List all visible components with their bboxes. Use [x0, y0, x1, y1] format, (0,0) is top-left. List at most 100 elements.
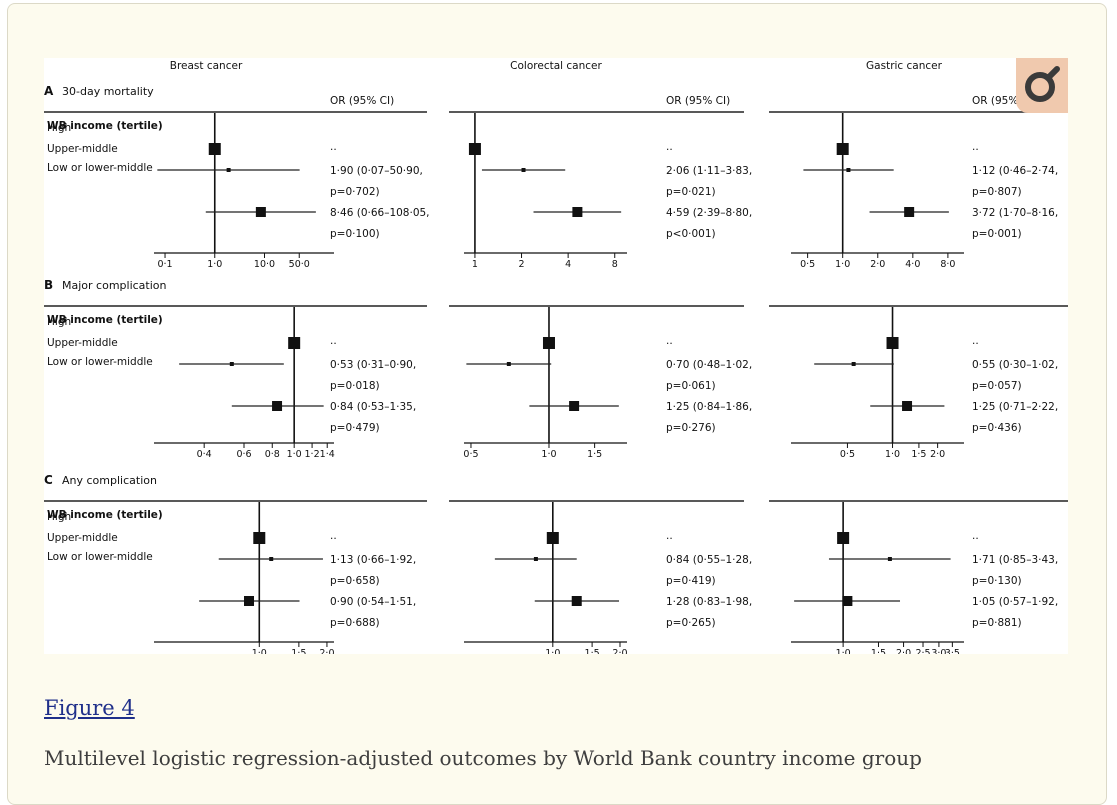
group-header: WB income (tertile): [47, 509, 163, 521]
p-value-label: p=0·658): [330, 575, 380, 587]
x-tick-label: 0·5: [800, 259, 815, 270]
or-marker: [255, 207, 266, 217]
section-letter: B: [44, 278, 53, 292]
or-ci-label: 0·55 (0·30–1·02,: [972, 359, 1058, 371]
row-label: Low or lower-middle: [47, 356, 153, 368]
row-label: Upper-middle: [47, 143, 118, 155]
or-ci-label: ··: [330, 144, 337, 156]
or-marker: [837, 532, 850, 544]
x-tick-label: 1·5: [871, 648, 886, 654]
p-value-label: p=0·130): [972, 575, 1022, 587]
or-ci-header: OR (95% CI): [666, 95, 730, 107]
or-ci-label: 4·59 (2·39–8·80,: [666, 207, 752, 219]
p-value-label: p=0·436): [972, 422, 1022, 434]
or-marker: [546, 532, 559, 544]
x-tick-label: 3·0: [931, 648, 946, 654]
p-value-label: p=0·100): [330, 228, 380, 240]
or-marker: [842, 596, 853, 606]
section-title: Major complication: [62, 279, 167, 292]
row-label: High: [47, 511, 71, 523]
x-tick-label: 50·0: [289, 259, 310, 270]
group-header: WB income (tertile): [47, 314, 163, 326]
p-value-label: p=0·061): [666, 380, 716, 392]
or-ci-label: 1·25 (0·71–2·22,: [972, 401, 1058, 413]
or-marker: [288, 337, 301, 349]
or-ci-label: 0·84 (0·53–1·35,: [330, 401, 416, 413]
or-marker: [569, 401, 580, 411]
section-letter: A: [44, 84, 54, 98]
p-value-label: p=0·018): [330, 380, 380, 392]
x-tick-label: 2·0: [870, 259, 885, 270]
x-tick-label: 1·5: [587, 449, 602, 460]
or-ci-label: ··: [972, 338, 979, 350]
or-marker: [902, 401, 913, 411]
x-tick-label: 1·0: [252, 648, 267, 654]
or-marker: [887, 557, 892, 561]
or-marker: [208, 143, 221, 155]
p-value-label: p=0·807): [972, 186, 1022, 198]
or-marker: [836, 143, 849, 155]
or-ci-label: 1·05 (0·57–1·92,: [972, 596, 1058, 608]
column-header: Breast cancer: [170, 60, 243, 72]
x-tick-label: 2·5: [915, 648, 930, 654]
figure-link[interactable]: Figure 4: [44, 696, 135, 720]
or-ci-label: ··: [666, 338, 673, 350]
x-tick-label: 1·2: [305, 449, 320, 460]
or-ci-label: 1·12 (0·46–2·74,: [972, 165, 1058, 177]
p-value-label: p=0·881): [972, 617, 1022, 629]
x-tick-label: 1·5: [585, 648, 600, 654]
row-label: High: [47, 316, 71, 328]
or-ci-header: OR (95% CI): [330, 95, 394, 107]
or-ci-label: 2·06 (1·11–3·83,: [666, 165, 752, 177]
or-marker: [506, 362, 511, 366]
x-tick-label: 10·0: [254, 259, 275, 270]
or-marker: [468, 143, 481, 155]
p-value-label: p=0·021): [666, 186, 716, 198]
or-ci-label: 0·84 (0·55–1·28,: [666, 554, 752, 566]
or-marker: [521, 168, 526, 172]
or-marker: [269, 557, 274, 561]
or-ci-label: 1·13 (0·66–1·92,: [330, 554, 416, 566]
or-ci-label: ··: [666, 144, 673, 156]
magnifier-icon[interactable]: [1016, 58, 1068, 113]
or-ci-label: 0·90 (0·54–1·51,: [330, 596, 416, 608]
or-ci-label: 8·46 (0·66–108·05,: [330, 207, 430, 219]
x-tick-label: 4: [565, 259, 571, 270]
or-ci-label: 0·70 (0·48–1·02,: [666, 359, 752, 371]
or-marker: [571, 596, 582, 606]
or-marker: [572, 207, 583, 217]
or-marker: [886, 337, 899, 349]
or-ci-label: ··: [972, 144, 979, 156]
x-tick-label: 1·0: [541, 449, 556, 460]
x-tick-label: 3·5: [945, 648, 960, 654]
x-tick-label: 1·5: [911, 449, 926, 460]
p-value-label: p=0·276): [666, 422, 716, 434]
p-value-label: p=0·702): [330, 186, 380, 198]
x-tick-label: 2·0: [896, 648, 911, 654]
or-marker: [244, 596, 255, 606]
p-value-label: p<0·001): [666, 228, 716, 240]
x-tick-label: 8·0: [940, 259, 955, 270]
x-tick-label: 0·8: [265, 449, 280, 460]
or-marker: [846, 168, 851, 172]
or-ci-label: 1·28 (0·83–1·98,: [666, 596, 752, 608]
or-marker: [226, 168, 231, 172]
forest-plot-svg: Breast cancer Colorectal cancer Gastric ca…: [44, 60, 1068, 654]
column-header: Colorectal cancer: [510, 60, 602, 72]
or-ci-label: ··: [972, 533, 979, 545]
or-marker: [542, 337, 555, 349]
row-label: High: [47, 122, 71, 134]
section-title: Any complication: [62, 474, 157, 487]
x-tick-label: 1·0: [835, 259, 850, 270]
x-tick-label: 1·0: [207, 259, 222, 270]
row-label: Low or lower-middle: [47, 551, 153, 563]
x-tick-label: 8: [612, 259, 618, 270]
x-tick-label: 0·4: [197, 449, 212, 460]
x-tick-label: 1·0: [287, 449, 302, 460]
or-marker: [851, 362, 856, 366]
x-tick-label: 0·1: [157, 259, 172, 270]
or-ci-label: 1·71 (0·85–3·43,: [972, 554, 1058, 566]
p-value-label: p=0·419): [666, 575, 716, 587]
column-header: Gastric cancer: [866, 60, 943, 72]
or-marker: [272, 401, 283, 411]
